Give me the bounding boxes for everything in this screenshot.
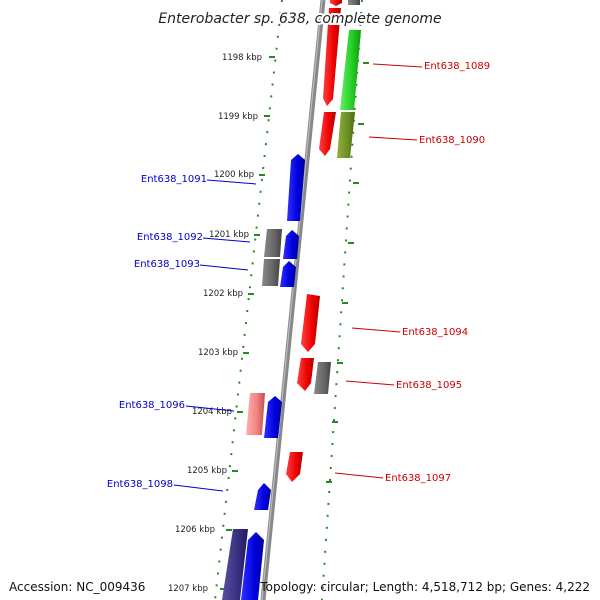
gene-ent638-1095-gray[interactable]	[314, 362, 331, 394]
gene-ent638-1090-olive[interactable]	[337, 112, 355, 158]
gene-label-ent638-1095[interactable]: Ent638_1095	[396, 380, 462, 391]
gene-ent638-1093-gray[interactable]	[262, 259, 280, 286]
gene-bottom-blue[interactable]	[241, 532, 264, 600]
gene-ent638-1098[interactable]	[254, 483, 271, 510]
tick-label-1198: 1198 kbp	[222, 53, 262, 63]
gene-label-ent638-1090[interactable]: Ent638_1090	[419, 135, 485, 146]
accession-text: Accession: NC_009436	[9, 580, 146, 594]
outer-dotted-axis	[214, 0, 283, 600]
gene-label-ent638-1096[interactable]: Ent638_1096	[119, 400, 185, 411]
tick-label-1202: 1202 kbp	[203, 289, 243, 299]
gene-ent638-1090-red[interactable]	[319, 112, 336, 156]
right-leader-lines	[334, 63, 423, 479]
tick-label-1203: 1203 kbp	[198, 348, 238, 358]
gene-ent638-1097[interactable]	[286, 452, 303, 482]
leader-ent638-1089	[372, 63, 423, 68]
leader-ent638-1094	[351, 327, 401, 333]
tick-label-1207: 1207 kbp	[168, 584, 208, 594]
gene-ent638-1096-blue[interactable]	[264, 396, 282, 438]
gene-label-ent638-1093[interactable]: Ent638_1093	[134, 259, 200, 270]
leader-ent638-1095	[345, 380, 395, 386]
tick-label-1201: 1201 kbp	[209, 230, 249, 240]
gene-ent638-1092-blue[interactable]	[283, 230, 299, 259]
tick-label-1200: 1200 kbp	[214, 170, 254, 180]
gene-ent638-1094[interactable]	[301, 294, 320, 352]
gene-ent638-1095-red[interactable]	[297, 358, 314, 391]
gene-ent638-1096-pink[interactable]	[246, 393, 265, 435]
gene-label-ent638-1098[interactable]: Ent638_1098	[107, 479, 173, 490]
leader-ent638-1090	[368, 136, 418, 141]
genome-backbone	[260, 0, 326, 600]
gene-ent638-1091[interactable]	[287, 154, 305, 221]
gene-ent638-1089-red[interactable]	[323, 8, 341, 106]
gene-bottom-purple[interactable]	[222, 529, 248, 600]
gene-label-ent638-1089[interactable]: Ent638_1089	[424, 61, 490, 72]
gene-label-ent638-1091[interactable]: Ent638_1091	[141, 174, 207, 185]
tick-label-1199: 1199 kbp	[218, 112, 258, 122]
left-leader-lines	[173, 179, 257, 492]
inner-ticks	[326, 62, 369, 483]
gene-label-ent638-1092[interactable]: Ent638_1092	[137, 232, 203, 243]
map-title: Enterobacter sp. 638, complete genome	[158, 11, 441, 27]
tick-label-1204: 1204 kbp	[192, 407, 232, 417]
leader-ent638-1091	[206, 179, 257, 185]
leader-ent638-1096	[185, 405, 235, 412]
leader-ent638-1098	[173, 484, 224, 492]
gene-ent638-1092-gray[interactable]	[264, 229, 282, 257]
leader-ent638-1097	[334, 472, 384, 479]
gene-label-ent638-1097[interactable]: Ent638_1097	[385, 473, 451, 484]
gene-ent638-1093-blue[interactable]	[280, 261, 296, 287]
tick-label-1206: 1206 kbp	[175, 525, 215, 535]
gene-top-gray-partial[interactable]	[348, 0, 360, 5]
gene-top-red-partial[interactable]	[330, 0, 342, 6]
leader-ent638-1092	[202, 237, 251, 243]
genome-backbone-highlight	[261, 0, 323, 600]
tick-label-1205: 1205 kbp	[187, 466, 227, 476]
genome-summary-text: Topology: circular; Length: 4,518,712 bp…	[260, 580, 590, 594]
inner-dotted-axis	[321, 0, 363, 600]
leader-ent638-1093	[199, 264, 249, 271]
gene-label-ent638-1094[interactable]: Ent638_1094	[402, 327, 468, 338]
gene-ent638-1089-green[interactable]	[340, 30, 361, 110]
